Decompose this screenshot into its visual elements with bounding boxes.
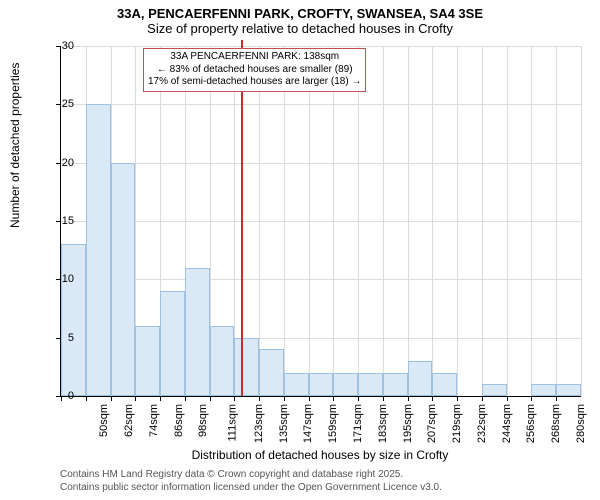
title-main: 33A, PENCAERFENNI PARK, CROFTY, SWANSEA,…	[0, 0, 600, 21]
x-tick-label: 74sqm	[148, 404, 160, 437]
reference-line	[241, 40, 243, 396]
x-tick-label: 244sqm	[501, 404, 513, 443]
x-tick-label: 98sqm	[197, 404, 209, 437]
y-tick-label: 0	[44, 390, 74, 402]
x-tick-label: 50sqm	[98, 404, 110, 437]
histogram-bar	[482, 384, 507, 396]
x-tick-label: 171sqm	[352, 404, 364, 443]
y-tick-label: 30	[44, 40, 74, 52]
histogram-bar	[333, 373, 358, 396]
histogram-bar	[185, 268, 210, 396]
histogram-bar	[135, 326, 160, 396]
annotation-line: 33A PENCAERFENNI PARK: 138sqm	[148, 51, 361, 64]
x-tick-label: 232sqm	[476, 404, 488, 443]
x-tick-label: 111sqm	[227, 404, 239, 442]
x-tick-label: 195sqm	[402, 404, 414, 443]
annotation-box: 33A PENCAERFENNI PARK: 138sqm← 83% of de…	[143, 48, 366, 92]
x-tick-label: 86sqm	[173, 404, 185, 437]
x-tick-label: 147sqm	[303, 404, 315, 443]
x-tick-label: 219sqm	[451, 404, 463, 443]
annotation-line: 17% of semi-detached houses are larger (…	[148, 76, 361, 89]
x-axis-label: Distribution of detached houses by size …	[60, 448, 580, 462]
histogram-bar	[259, 349, 284, 396]
x-tick-label: 135sqm	[278, 404, 290, 443]
chart-container: 33A, PENCAERFENNI PARK, CROFTY, SWANSEA,…	[0, 0, 600, 500]
y-tick-label: 10	[44, 273, 74, 285]
title-sub: Size of property relative to detached ho…	[0, 21, 600, 40]
x-tick-label: 268sqm	[550, 404, 562, 443]
histogram-bar	[358, 373, 383, 396]
footer-line-2: Contains public sector information licen…	[60, 482, 442, 495]
histogram-bar	[556, 384, 581, 396]
plot-region: 50sqm62sqm74sqm86sqm98sqm111sqm123sqm135…	[60, 46, 581, 397]
annotation-line: ← 83% of detached houses are smaller (89…	[148, 64, 361, 77]
y-tick-label: 25	[44, 98, 74, 110]
histogram-bar	[234, 338, 259, 396]
histogram-bar	[210, 326, 235, 396]
footer-line-1: Contains HM Land Registry data © Crown c…	[60, 469, 442, 482]
x-tick-label: 159sqm	[327, 404, 339, 443]
histogram-bar	[309, 373, 334, 396]
y-tick-label: 20	[44, 157, 74, 169]
x-tick-label: 207sqm	[426, 404, 438, 443]
histogram-bar	[408, 361, 433, 396]
x-tick-label: 183sqm	[377, 404, 389, 443]
histogram-bar	[160, 291, 185, 396]
y-tick-label: 15	[44, 215, 74, 227]
histogram-bar	[86, 104, 111, 396]
y-tick-label: 5	[44, 332, 74, 344]
footer-attribution: Contains HM Land Registry data © Crown c…	[60, 469, 442, 494]
histogram-bar	[284, 373, 309, 396]
x-tick-label: 123sqm	[253, 404, 265, 443]
y-axis-label: Number of detached properties	[8, 63, 22, 228]
histogram-bar	[531, 384, 556, 396]
x-tick-label: 256sqm	[525, 404, 537, 443]
x-tick-label: 280sqm	[575, 404, 587, 443]
chart-area: Number of detached properties 50sqm62sqm…	[60, 46, 580, 396]
histogram-bar	[383, 373, 408, 396]
histogram-bar	[61, 244, 86, 396]
histogram-bar	[432, 373, 457, 396]
x-tick-label: 62sqm	[123, 404, 135, 437]
histogram-bar	[111, 163, 136, 396]
